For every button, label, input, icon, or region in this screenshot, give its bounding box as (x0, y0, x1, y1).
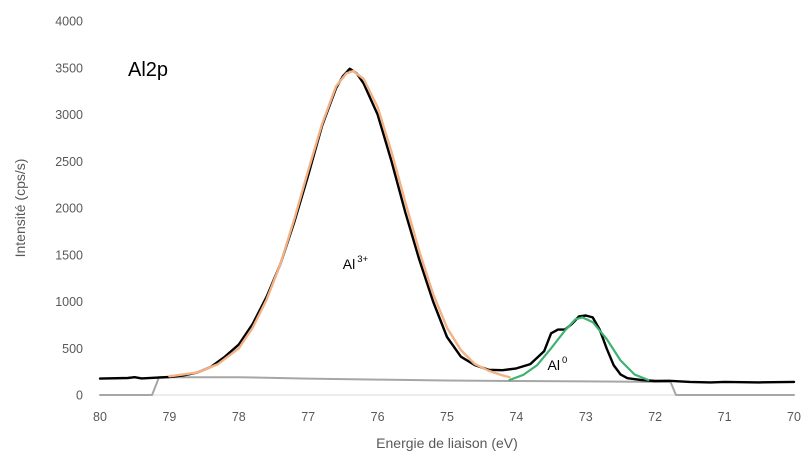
y-tick-label: 3500 (55, 61, 83, 75)
x-tick-label: 71 (718, 410, 732, 424)
peak-label-al3: Al 3+ (343, 254, 369, 272)
x-tick-label: 75 (440, 410, 454, 424)
x-tick-label: 80 (93, 410, 107, 424)
y-tick-label: 0 (76, 389, 83, 403)
peak-label-al3-base: Al (343, 256, 355, 272)
x-tick-label: 79 (162, 410, 176, 424)
series-layer (98, 67, 796, 396)
y-tick-label: 3000 (55, 108, 83, 122)
x-tick-label: 76 (371, 410, 385, 424)
y-tick-label: 500 (62, 342, 83, 356)
x-tick-label: 70 (787, 410, 801, 424)
series-line-measured (98, 67, 796, 384)
x-tick-label: 77 (301, 410, 315, 424)
panel-label: Al2p (128, 59, 168, 81)
series-line-al3-fit (168, 69, 511, 379)
x-axis-title: Energie de liaison (eV) (376, 435, 518, 451)
x-tick-label: 72 (648, 410, 662, 424)
x-tick-label: 74 (509, 410, 523, 424)
y-tick-labels: 0 500 1000 1500 2000 2500 3000 3500 4000 (55, 15, 83, 403)
peak-label-al0: Al 0 (548, 355, 568, 373)
y-tick-label: 2500 (55, 155, 83, 169)
y-tick-label: 4000 (55, 15, 83, 29)
x-tick-labels: 80 79 78 77 76 75 74 73 72 71 70 (93, 410, 801, 424)
y-tick-label: 2000 (55, 202, 83, 216)
x-tick-label: 78 (232, 410, 246, 424)
peak-label-al0-base: Al (548, 357, 560, 373)
series-line-al0-fit (508, 316, 650, 382)
y-tick-label: 1000 (55, 295, 83, 309)
y-tick-label: 1500 (55, 248, 83, 262)
peak-label-al3-sup: 3+ (357, 254, 368, 265)
x-tick-label: 73 (579, 410, 593, 424)
y-axis-title: Intensité (cps/s) (12, 159, 28, 258)
series-line-background (99, 376, 795, 396)
peak-label-al0-sup: 0 (562, 355, 567, 366)
